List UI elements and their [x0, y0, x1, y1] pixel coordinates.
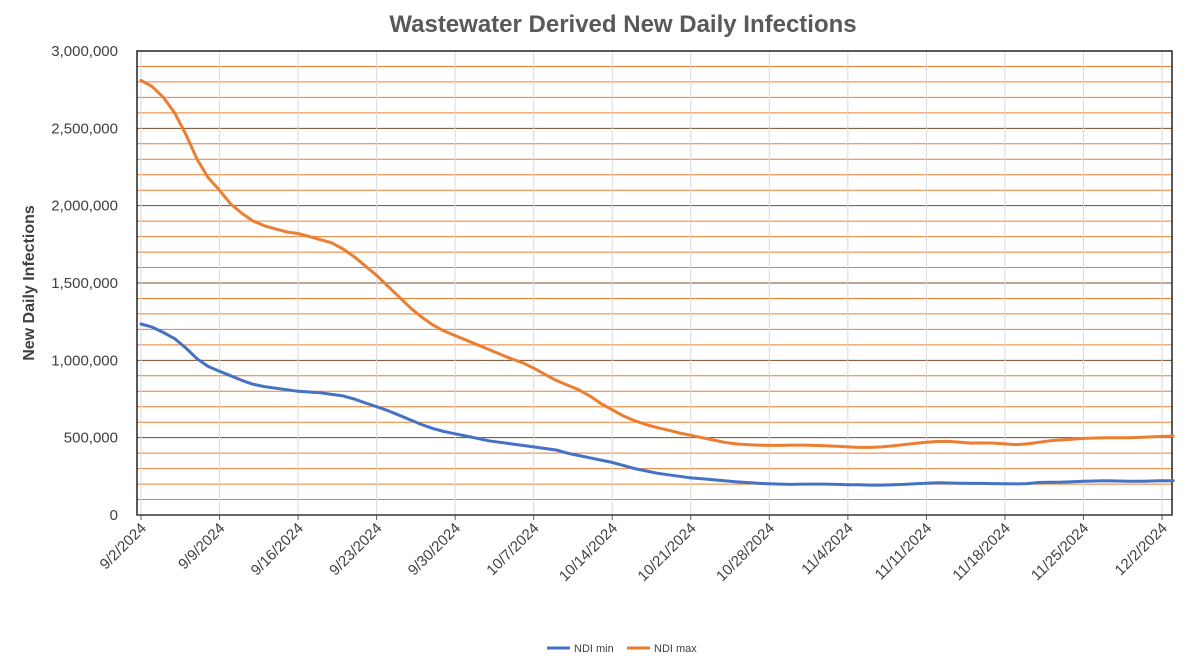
- legend-item-ndi-min: NDI min: [547, 643, 614, 655]
- y-tick-label: 1,500,000: [51, 275, 118, 292]
- y-tick-label: 3,000,000: [51, 43, 118, 60]
- legend-label-ndi-min: NDI min: [574, 643, 614, 655]
- y-axis-ticks: 0 500,000 1,000,000 1,500,000 2,000,000 2,500…: [51, 43, 118, 524]
- y-tick-label: 1,000,000: [51, 352, 118, 369]
- x-tick-label: 12/2/2024: [1112, 520, 1171, 579]
- x-tick-label: 9/16/2024: [248, 520, 307, 579]
- x-tick-label: 9/30/2024: [405, 520, 464, 579]
- legend-label-ndi-max: NDI max: [654, 643, 697, 655]
- grid: [137, 51, 1172, 515]
- x-tick-label: 10/14/2024: [556, 520, 621, 585]
- chart-title: Wastewater Derived New Daily Infections: [389, 11, 856, 38]
- y-tick-label: 500,000: [64, 430, 118, 447]
- y-tick-label: 2,000,000: [51, 198, 118, 215]
- x-tick-label: 11/25/2024: [1028, 520, 1092, 584]
- x-tick-label: 10/28/2024: [713, 520, 778, 585]
- y-tick-label: 0: [110, 507, 118, 524]
- x-tick-label: 11/4/2024: [798, 520, 856, 578]
- x-tick-label: 9/9/2024: [175, 520, 228, 573]
- series-line-ndi-min: [139, 322, 1175, 487]
- series-line-ndi-max: [139, 78, 1175, 449]
- x-tick-label: 10/7/2024: [483, 520, 542, 579]
- x-tick-label: 9/23/2024: [326, 520, 385, 579]
- legend: NDI min NDI max: [547, 643, 697, 655]
- x-tick-label: 11/11/2024: [872, 520, 936, 584]
- x-axis-ticks: 9/2/2024 9/9/2024 9/16/2024 9/23/2024 9/30/2…: [97, 515, 1171, 585]
- x-tick-label: 9/2/2024: [97, 520, 150, 573]
- series-lines: [139, 78, 1175, 487]
- x-tick-label: 10/21/2024: [634, 520, 699, 585]
- y-axis-label: New Daily Infections: [21, 205, 38, 361]
- x-tick-label: 11/18/2024: [949, 520, 1013, 584]
- legend-item-ndi-max: NDI max: [627, 643, 697, 655]
- y-tick-label: 2,500,000: [51, 120, 118, 137]
